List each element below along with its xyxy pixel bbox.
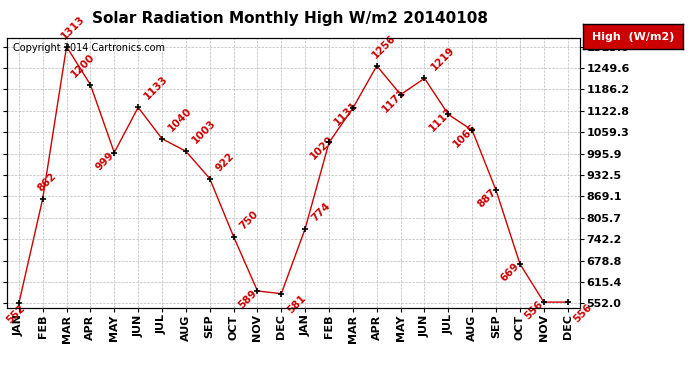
Text: 1200: 1200: [70, 52, 97, 79]
Text: 750: 750: [238, 209, 260, 231]
Text: 1040: 1040: [166, 105, 194, 133]
Text: High  (W/m2): High (W/m2): [592, 32, 674, 42]
Text: 669: 669: [499, 261, 522, 284]
Text: 1003: 1003: [190, 118, 217, 146]
Text: 1112: 1112: [428, 106, 455, 134]
Text: 1029: 1029: [308, 134, 336, 162]
Text: 589: 589: [237, 288, 259, 310]
Text: 552: 552: [5, 303, 28, 326]
Text: 1131: 1131: [332, 100, 359, 128]
Text: 1219: 1219: [428, 45, 456, 73]
Text: 999: 999: [93, 150, 116, 172]
Text: 887: 887: [475, 187, 497, 210]
Text: 556: 556: [572, 302, 594, 324]
Text: Copyright 2014 Cartronics.com: Copyright 2014 Cartronics.com: [12, 43, 165, 53]
Text: 774: 774: [309, 200, 332, 223]
Text: 1065: 1065: [451, 122, 479, 150]
Text: 556: 556: [523, 299, 545, 321]
Text: 1171: 1171: [380, 86, 408, 114]
Text: 1256: 1256: [370, 33, 397, 60]
Text: 1313: 1313: [59, 13, 87, 41]
Text: 581: 581: [286, 293, 308, 316]
Text: 862: 862: [36, 171, 58, 193]
Text: 922: 922: [214, 151, 236, 173]
Text: 1133: 1133: [142, 74, 170, 102]
Text: Solar Radiation Monthly High W/m2 20140108: Solar Radiation Monthly High W/m2 201401…: [92, 11, 488, 26]
